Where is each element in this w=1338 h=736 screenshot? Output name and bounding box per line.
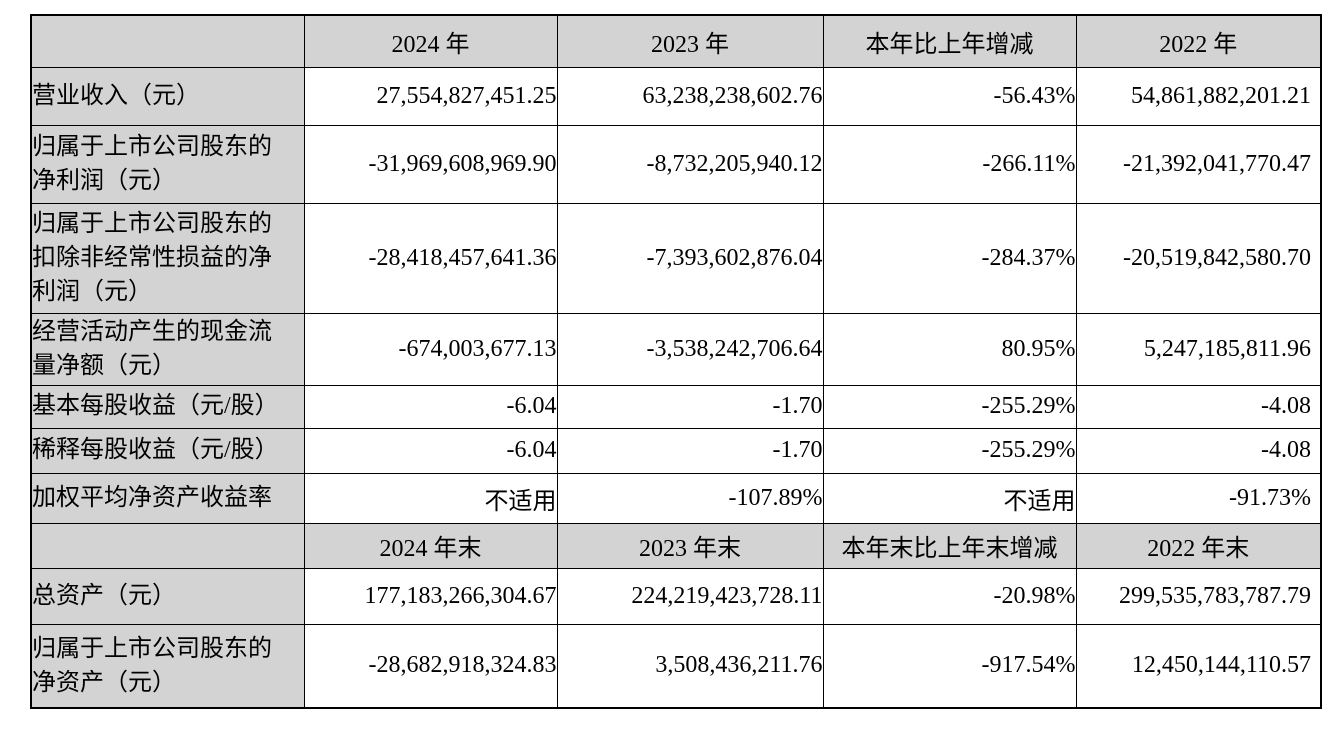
value-cell: 80.95% xyxy=(822,312,1077,386)
col-header-2023-end: 2023 年末 xyxy=(556,522,824,569)
value-cell: -91.73% xyxy=(1075,472,1322,524)
value-cell: -917.54% xyxy=(822,623,1077,709)
table-row-net-profit: 归属于上市公司股东的 净利润（元） -31,969,608,969.90 -8,… xyxy=(30,124,1322,204)
table-row-deducted-net-profit: 归属于上市公司股东的 扣除非经常性损益的净 利润（元） -28,418,457,… xyxy=(30,202,1322,314)
financial-summary-table: 2024 年 2023 年 本年比上年增减 2022 年 营业收入（元） 27,… xyxy=(30,14,1322,709)
value-cell: 不适用 xyxy=(303,472,558,524)
col-header-2024: 2024 年 xyxy=(303,14,558,68)
value-cell: -21,392,041,770.47 xyxy=(1075,124,1322,204)
header-blank-cell xyxy=(30,522,305,569)
value-cell: -284.37% xyxy=(822,202,1077,314)
value-cell: -674,003,677.13 xyxy=(303,312,558,386)
row-label-net-assets: 归属于上市公司股东的 净资产（元） xyxy=(30,623,305,709)
value-cell: -4.08 xyxy=(1075,384,1322,429)
value-cell: -7,393,602,876.04 xyxy=(556,202,824,314)
row-label-revenue: 营业收入（元） xyxy=(30,66,305,126)
value-cell: -31,969,608,969.90 xyxy=(303,124,558,204)
row-label-basic-eps: 基本每股收益（元/股） xyxy=(30,384,305,429)
value-cell: -56.43% xyxy=(822,66,1077,126)
value-cell: 3,508,436,211.76 xyxy=(556,623,824,709)
value-cell: 不适用 xyxy=(822,472,1077,524)
row-label-deducted-net-profit: 归属于上市公司股东的 扣除非经常性损益的净 利润（元） xyxy=(30,202,305,314)
table-row-total-assets: 总资产（元） 177,183,266,304.67 224,219,423,72… xyxy=(30,567,1322,625)
value-cell: -4.08 xyxy=(1075,427,1322,474)
value-cell: -20,519,842,580.70 xyxy=(1075,202,1322,314)
table-row-diluted-eps: 稀释每股收益（元/股） -6.04 -1.70 -255.29% -4.08 xyxy=(30,427,1322,474)
value-cell: 12,450,144,110.57 xyxy=(1075,623,1322,709)
value-cell: 224,219,423,728.11 xyxy=(556,567,824,625)
value-cell: -255.29% xyxy=(822,427,1077,474)
value-cell: -1.70 xyxy=(556,384,824,429)
row-label-net-profit: 归属于上市公司股东的 净利润（元） xyxy=(30,124,305,204)
value-cell: -107.89% xyxy=(556,472,824,524)
row-label-diluted-eps: 稀释每股收益（元/股） xyxy=(30,427,305,474)
col-header-2022-end: 2022 年末 xyxy=(1075,522,1322,569)
table-row-operating-cash-flow: 经营活动产生的现金流 量净额（元） -674,003,677.13 -3,538… xyxy=(30,312,1322,386)
table-row-basic-eps: 基本每股收益（元/股） -6.04 -1.70 -255.29% -4.08 xyxy=(30,384,1322,429)
value-cell: 27,554,827,451.25 xyxy=(303,66,558,126)
value-cell: -28,682,918,324.83 xyxy=(303,623,558,709)
col-header-2024-end: 2024 年末 xyxy=(303,522,558,569)
value-cell: 54,861,882,201.21 xyxy=(1075,66,1322,126)
value-cell: 177,183,266,304.67 xyxy=(303,567,558,625)
value-cell: 63,238,238,602.76 xyxy=(556,66,824,126)
value-cell: -6.04 xyxy=(303,427,558,474)
period-header-row: 2024 年 2023 年 本年比上年增减 2022 年 xyxy=(30,14,1322,68)
value-cell: -28,418,457,641.36 xyxy=(303,202,558,314)
value-cell: -6.04 xyxy=(303,384,558,429)
value-cell: -20.98% xyxy=(822,567,1077,625)
header-blank-cell xyxy=(30,14,305,68)
period-end-header-row: 2024 年末 2023 年末 本年末比上年末增减 2022 年末 xyxy=(30,522,1322,569)
value-cell: 299,535,783,787.79 xyxy=(1075,567,1322,625)
value-cell: -266.11% xyxy=(822,124,1077,204)
col-header-year-end-change: 本年末比上年末增减 xyxy=(822,522,1077,569)
row-label-weighted-roe: 加权平均净资产收益率 xyxy=(30,472,305,524)
col-header-yoy-change: 本年比上年增减 xyxy=(822,14,1077,68)
col-header-2023: 2023 年 xyxy=(556,14,824,68)
value-cell: -3,538,242,706.64 xyxy=(556,312,824,386)
table-row-revenue: 营业收入（元） 27,554,827,451.25 63,238,238,602… xyxy=(30,66,1322,126)
value-cell: 5,247,185,811.96 xyxy=(1075,312,1322,386)
row-label-total-assets: 总资产（元） xyxy=(30,567,305,625)
value-cell: -255.29% xyxy=(822,384,1077,429)
col-header-2022: 2022 年 xyxy=(1075,14,1322,68)
row-label-operating-cash-flow: 经营活动产生的现金流 量净额（元） xyxy=(30,312,305,386)
table-row-net-assets: 归属于上市公司股东的 净资产（元） -28,682,918,324.83 3,5… xyxy=(30,623,1322,709)
value-cell: -1.70 xyxy=(556,427,824,474)
value-cell: -8,732,205,940.12 xyxy=(556,124,824,204)
table-row-weighted-roe: 加权平均净资产收益率 不适用 -107.89% 不适用 -91.73% xyxy=(30,472,1322,524)
